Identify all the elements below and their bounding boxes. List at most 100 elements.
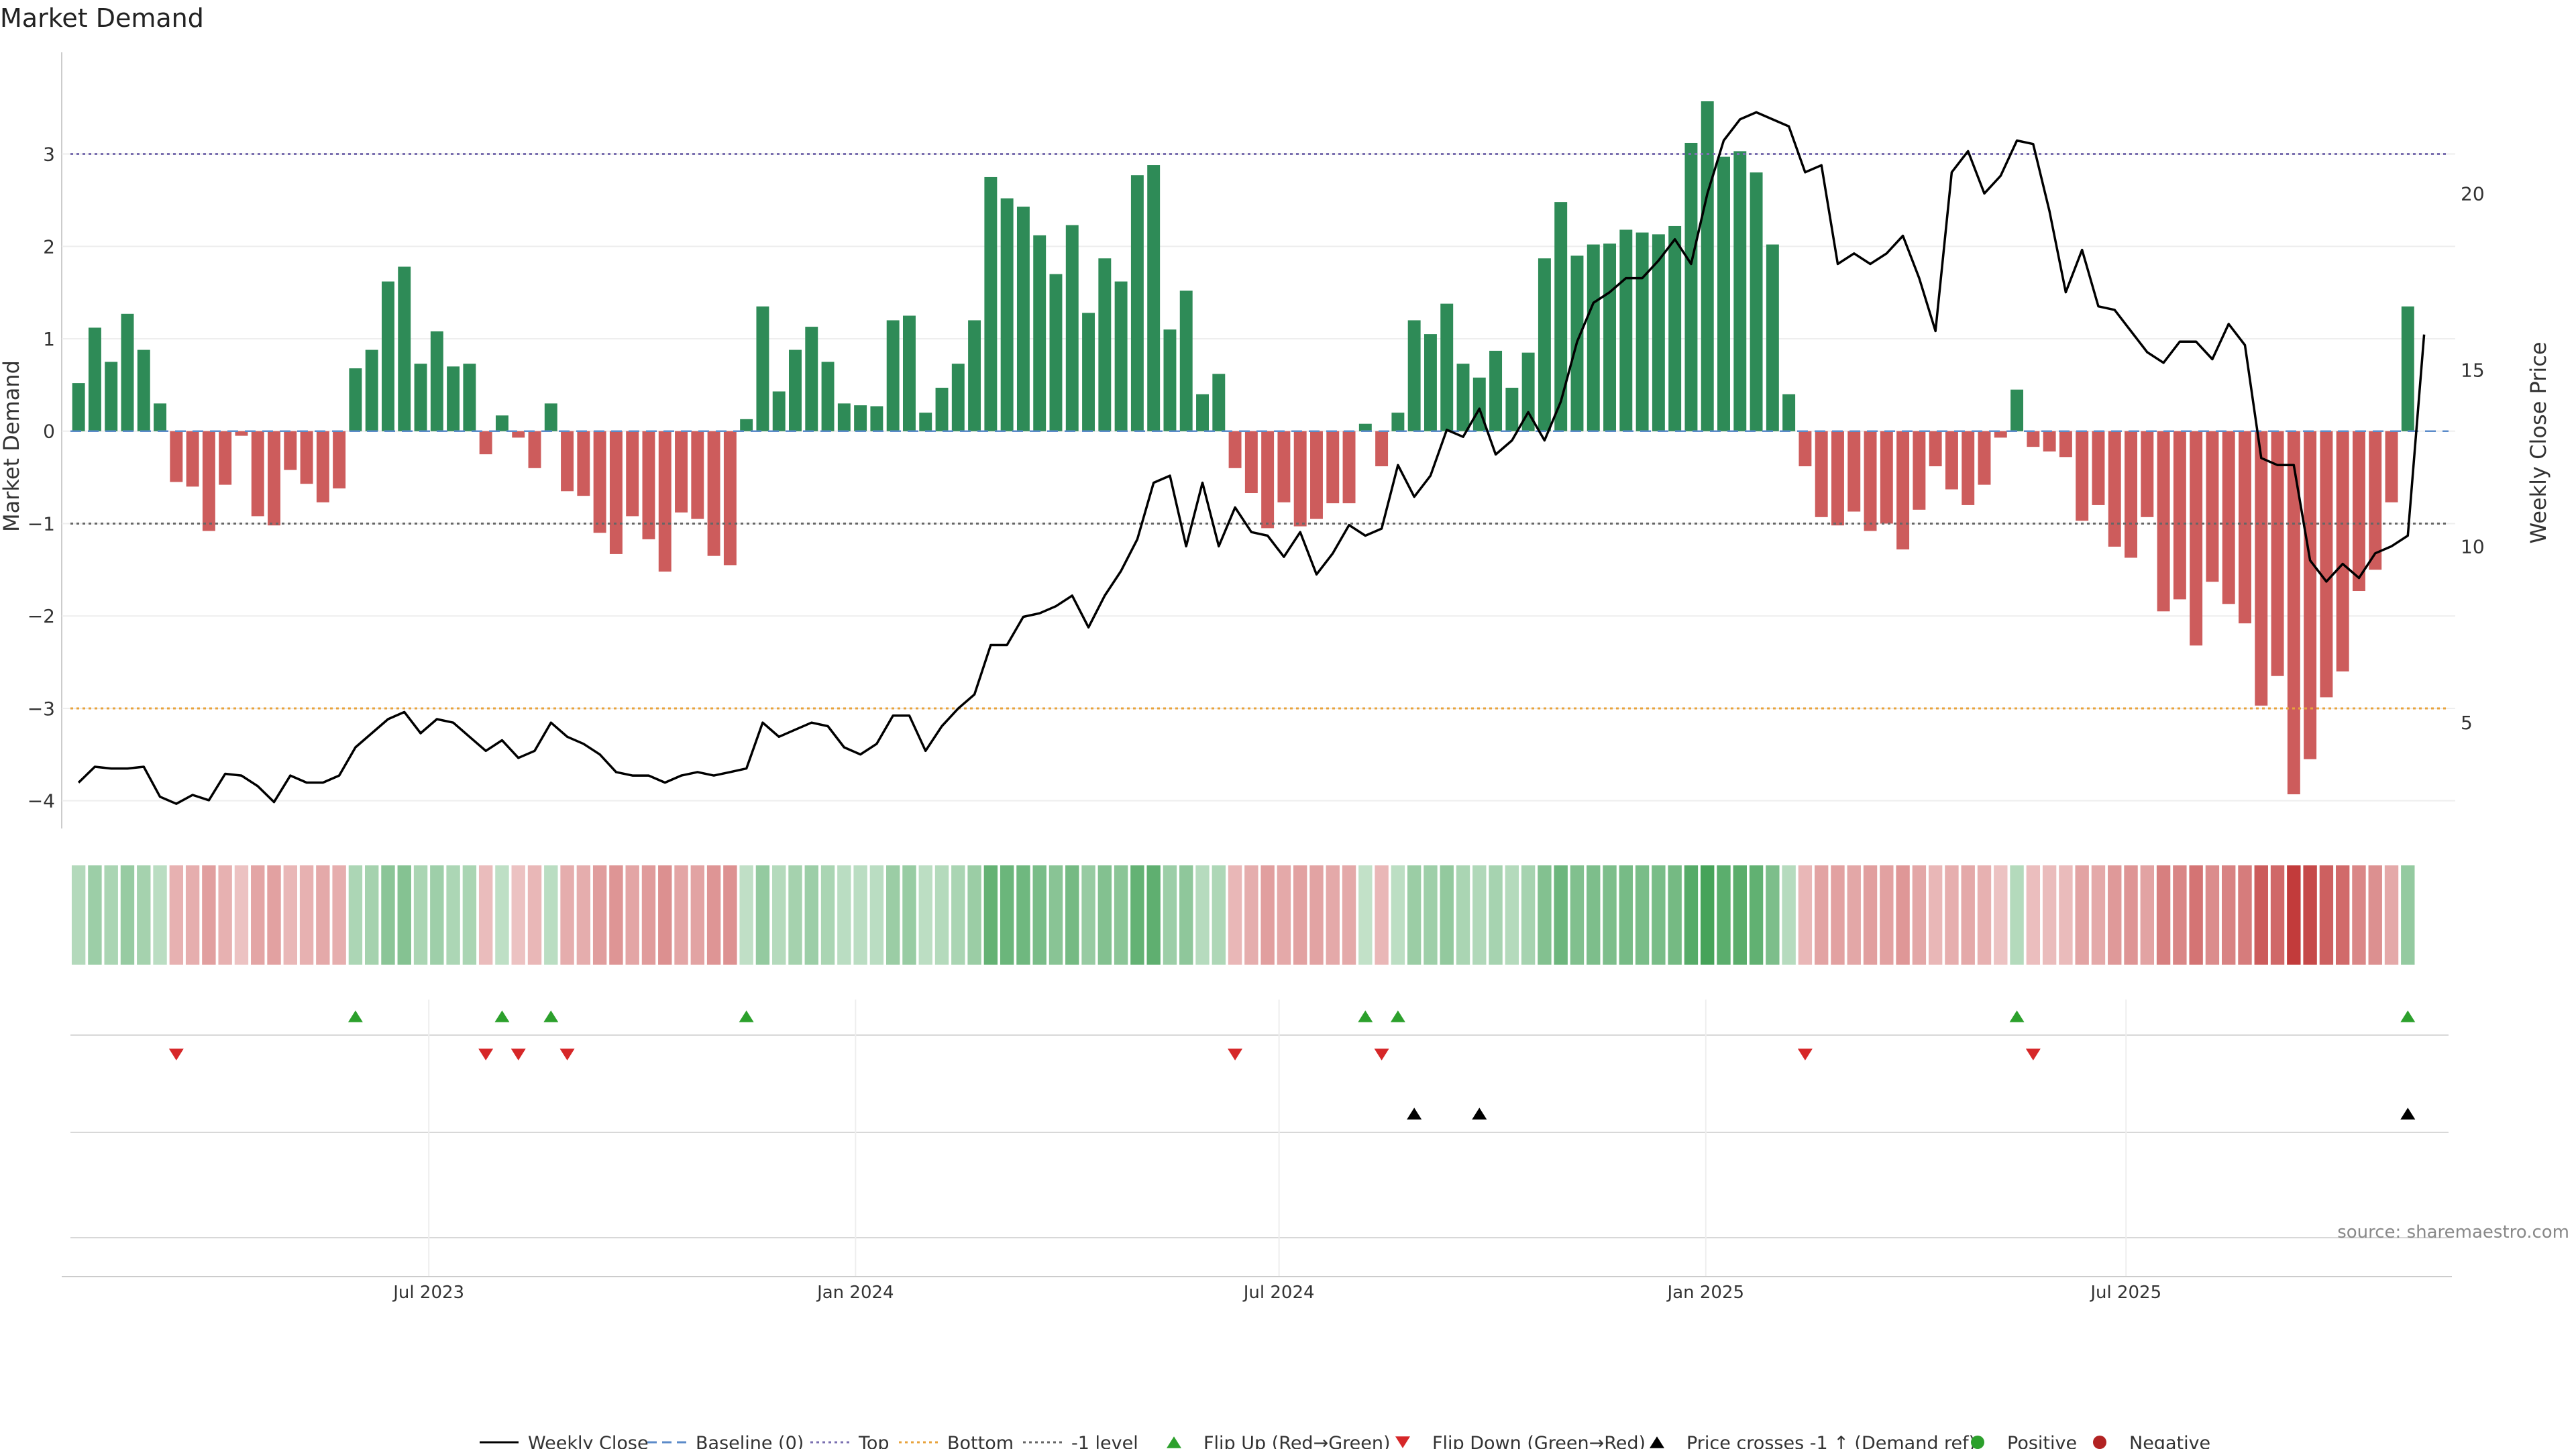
demand-bar (2222, 431, 2235, 604)
demand-bar (1342, 431, 1356, 504)
demand-bar (772, 391, 786, 431)
demand-bar (1016, 207, 1030, 431)
heat-cell (316, 865, 330, 965)
heat-cell (1489, 865, 1503, 965)
demand-bar (1587, 244, 1600, 431)
demand-bar (691, 431, 704, 519)
demand-bar (1277, 431, 1291, 502)
heat-cell (1880, 865, 1894, 965)
demand-bar (1261, 431, 1275, 529)
heat-cell (120, 865, 135, 965)
heat-cell (902, 865, 916, 965)
demand-bar (1652, 234, 1665, 431)
demand-bar (202, 431, 215, 531)
price-cross-panel (70, 1108, 2449, 1133)
demand-bar (1407, 320, 1421, 431)
demand-bar (1375, 431, 1389, 467)
demand-bar (1033, 235, 1046, 431)
heat-cell (2335, 865, 2350, 965)
legend-swatch (2093, 1436, 2106, 1449)
demand-bar (1179, 290, 1193, 431)
heat-cell (1701, 865, 1715, 965)
heat-cell (2287, 865, 2301, 965)
legend-item: Price crosses -1 ↑ (Demand ref) (1650, 1433, 1976, 1449)
heat-cell (299, 865, 314, 965)
heat-cell (1000, 865, 1014, 965)
heat-cell (983, 865, 998, 965)
legend-item: Flip Down (Green→Red) (1395, 1433, 1646, 1449)
heat-cell (364, 865, 379, 965)
flip-up-marker (494, 1010, 510, 1022)
demand-bar (1228, 431, 1242, 468)
legend-swatch (1971, 1436, 1984, 1449)
legend-swatch (1167, 1436, 1181, 1448)
heat-cell (1619, 865, 1633, 965)
heat-cell (137, 865, 151, 965)
heat-cell (690, 865, 705, 965)
demand-bar (1684, 142, 1698, 431)
legend-label: Top (858, 1433, 890, 1449)
demand-bar (1962, 431, 1975, 505)
heat-cell (772, 865, 786, 965)
demand-bar (219, 431, 232, 485)
heat-cell (267, 865, 281, 965)
flip-up-marker (543, 1010, 559, 1022)
legend-label: Bottom (947, 1433, 1014, 1449)
heat-cell (446, 865, 460, 965)
demand-bar (1799, 431, 1812, 467)
heat-cell (169, 865, 184, 965)
y-tick-label: 3 (43, 144, 55, 166)
heat-cell (397, 865, 411, 965)
y-axis-title: Market Demand (0, 360, 24, 532)
demand-bar (870, 406, 883, 431)
heat-cell (1097, 865, 1112, 965)
flip-down-marker (1228, 1049, 1243, 1061)
heat-cell (2384, 865, 2399, 965)
heat-cell (1668, 865, 1682, 965)
heat-cell (1130, 865, 1144, 965)
demand-bar (1766, 244, 1779, 431)
heat-cell (1635, 865, 1650, 965)
heat-cell (1766, 865, 1780, 965)
demand-bar (1130, 175, 1144, 431)
legend-item: Negative (2093, 1433, 2210, 1449)
flip-up-marker (1390, 1010, 1405, 1022)
heat-cell (804, 865, 818, 965)
y-tick-label: −4 (28, 790, 55, 812)
heat-cell (885, 865, 900, 965)
flip-down-marker (168, 1049, 184, 1061)
demand-bar (1505, 387, 1519, 431)
heat-cell (1961, 865, 1975, 965)
demand-bar (609, 431, 623, 554)
x-tick-label: Jul 2024 (1242, 1283, 1315, 1303)
flip-down-marker (1797, 1049, 1813, 1061)
demand-bar (2157, 431, 2170, 612)
demand-bar (1212, 374, 1226, 431)
heat-cell (2205, 865, 2220, 965)
demand-bar (2076, 431, 2089, 521)
y-right-tick-label: 5 (2461, 712, 2473, 734)
heat-cell (1472, 865, 1487, 965)
heat-cell (2270, 865, 2285, 965)
heat-cell (1342, 865, 1356, 965)
heat-cell (723, 865, 737, 965)
demand-bar (479, 431, 492, 455)
demand-bar (951, 364, 965, 431)
demand-bar (463, 364, 476, 431)
heat-cell (2238, 865, 2252, 965)
heat-cell (185, 865, 200, 965)
heat-cell (1424, 865, 1438, 965)
heat-cell (2352, 865, 2366, 965)
heat-cell (2368, 865, 2382, 965)
heat-cell (1521, 865, 1536, 965)
demand-bar (414, 364, 427, 431)
demand-bar (2108, 431, 2121, 547)
heat-cell (1896, 865, 1910, 965)
x-axis: Jul 2023 Jan 2024 Jul 2024 Jan 2025 Jul 2025 (62, 1000, 2452, 1303)
demand-bar (2059, 431, 2072, 458)
heat-cell (1798, 865, 1813, 965)
y-tick-label: −3 (28, 698, 55, 720)
heat-cell (869, 865, 884, 965)
heat-cell (918, 865, 932, 965)
